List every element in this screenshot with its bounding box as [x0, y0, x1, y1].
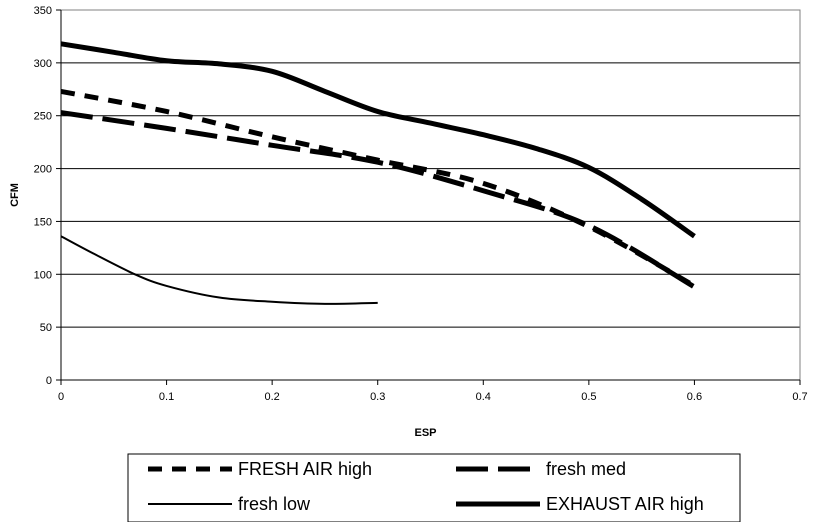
- x-tick-labels: 0 0.1 0.2 0.3 0.4 0.5 0.6 0.7: [58, 391, 808, 403]
- legend: FRESH AIR high fresh med fresh low EXHAUST …: [127, 453, 741, 522]
- y-tick-labels: 0 50 100 150 200 250 300 350: [34, 5, 52, 387]
- y-tick-label: 300: [34, 58, 52, 70]
- x-tick-label: 0: [58, 391, 64, 403]
- legend-label-2: fresh low: [238, 494, 311, 514]
- y-tick-label: 350: [34, 5, 52, 17]
- x-tick-label: 0.4: [476, 391, 491, 403]
- y-axis-label: CFM: [9, 183, 21, 207]
- y-tick-label: 200: [34, 164, 52, 176]
- plot-area: [60, 9, 801, 381]
- axes: [56, 9, 801, 385]
- x-tick-label: 0.3: [370, 391, 385, 403]
- series-lines: [60, 41, 696, 305]
- legend-label-3: EXHAUST AIR high: [546, 494, 704, 514]
- series-line-2: [60, 235, 378, 305]
- series-line-1: [60, 110, 696, 290]
- y-tick-label: 100: [34, 269, 52, 281]
- x-tick-label: 0.5: [581, 391, 596, 403]
- y-tick-label: 50: [40, 322, 52, 334]
- x-tick-label: 0.1: [159, 391, 174, 403]
- x-tick-label: 0.7: [792, 391, 807, 403]
- x-tick-label: 0.2: [264, 391, 279, 403]
- legend-label-1: fresh med: [546, 459, 626, 479]
- series-line-3: [60, 41, 696, 239]
- y-tick-label: 0: [46, 375, 52, 387]
- x-tick-label: 0.6: [687, 391, 702, 403]
- legend-box: [127, 453, 741, 522]
- series-line-0: [60, 88, 696, 289]
- x-axis-label: ESP: [414, 427, 436, 439]
- legend-label-0: FRESH AIR high: [238, 459, 372, 479]
- y-tick-label: 250: [34, 111, 52, 123]
- y-tick-label: 150: [34, 216, 52, 228]
